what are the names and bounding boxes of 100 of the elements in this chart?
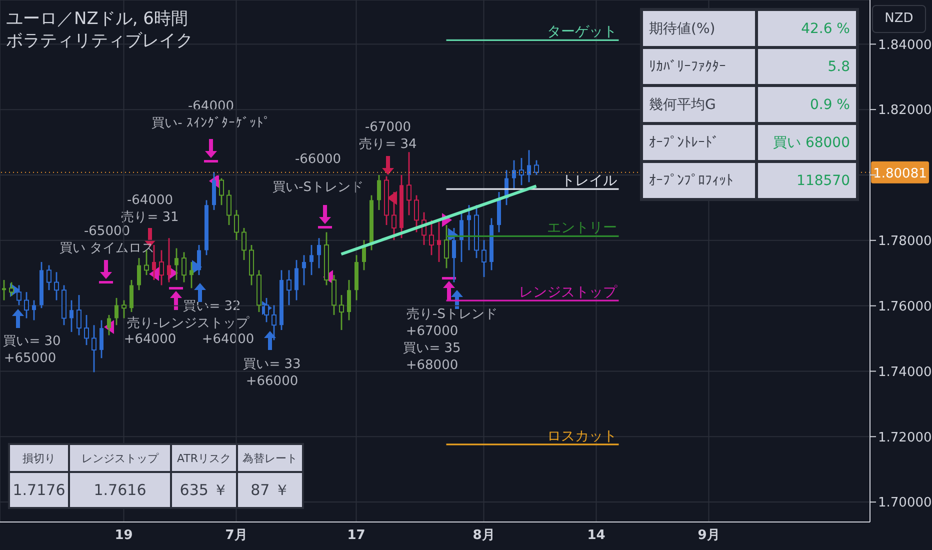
candlestick xyxy=(159,250,164,286)
annotation: ｵｰﾌﾟﾝﾌﾟﾛﾌｨｯﾄ xyxy=(643,163,755,198)
annotation: +68000 xyxy=(406,358,458,373)
candlestick xyxy=(114,297,118,326)
ref-line-label: ロスカット xyxy=(546,428,617,444)
annotation: ﾘｶﾊﾞﾘｰﾌｧｸﾀｰ xyxy=(643,49,755,84)
y-tick-label: 1.70000 xyxy=(878,496,932,511)
ref-line-label: トレイル xyxy=(560,173,617,190)
annotation: 売り= 31 xyxy=(121,210,179,225)
annotation: +65000 xyxy=(4,351,56,366)
y-tick-label: 1.76000 xyxy=(878,299,932,314)
candlestick xyxy=(272,304,276,341)
candlestick xyxy=(317,237,321,269)
candlestick xyxy=(130,279,134,313)
annotation: 5.8 xyxy=(758,49,856,84)
candlestick xyxy=(92,324,96,373)
candlestick xyxy=(310,244,314,276)
candlestick xyxy=(76,294,82,336)
annotation: 1.7176 xyxy=(10,473,68,507)
y-tick-label: 1.74000 xyxy=(878,364,932,380)
x-tick-label: 9月 xyxy=(698,528,720,544)
candlestick xyxy=(2,279,6,301)
annotation: 87 ￥ xyxy=(238,473,302,507)
candlestick xyxy=(452,227,456,283)
annotation: 買い= 30 xyxy=(3,334,61,349)
annotation: 買い 68000 xyxy=(758,125,856,160)
candlestick xyxy=(534,160,539,176)
ref-line-label: レンジストップ xyxy=(518,284,618,301)
candlestick xyxy=(347,279,351,321)
candlestick xyxy=(429,219,434,256)
candlestick xyxy=(467,204,471,251)
candlestick xyxy=(226,189,232,226)
text: ユーロ／NZドル, 6時間 xyxy=(6,8,189,30)
candlestick xyxy=(519,157,524,186)
annotation: 買い タイムロス xyxy=(59,241,155,256)
annotation: -66000 xyxy=(294,152,342,167)
annotation: +64000 xyxy=(202,332,254,347)
candlestick xyxy=(16,284,22,306)
candlestick xyxy=(24,291,29,319)
annotation: 売り= 34 xyxy=(359,137,417,152)
annotation: +64000 xyxy=(124,332,176,347)
candlestick xyxy=(286,269,292,306)
candlestick xyxy=(482,239,486,278)
candlestick xyxy=(219,178,224,206)
ref-line-label: 1.80081 xyxy=(873,166,927,182)
candlestick xyxy=(32,300,36,321)
candlestick xyxy=(377,174,381,211)
x-tick-label: 17 xyxy=(347,528,366,544)
annotation: 0.9 % xyxy=(758,87,856,122)
annotation: 為替レート xyxy=(238,445,302,471)
candlestick xyxy=(122,300,126,319)
text: ボラティリティブレイク xyxy=(6,30,193,52)
candlestick xyxy=(46,264,52,291)
candlestick xyxy=(392,191,396,241)
y-tick-label: 1.84000 xyxy=(878,38,932,53)
annotation: -64000 xyxy=(188,99,234,114)
candlestick xyxy=(107,314,111,336)
x-tick-label: 14 xyxy=(587,528,606,544)
x-tick-label: 7月 xyxy=(225,528,248,544)
candlestick xyxy=(182,251,186,283)
y-tick-label: 1.82000 xyxy=(878,103,932,118)
annotation: 買い= 33 xyxy=(243,357,301,372)
annotation: ｵｰﾌﾟﾝﾄﾚｰﾄﾞ xyxy=(643,125,755,160)
candlestick xyxy=(197,244,201,276)
annotation: -67000 xyxy=(364,120,412,135)
candlestick xyxy=(294,259,298,301)
annotation: レンジストップ xyxy=(70,445,170,471)
candlestick xyxy=(167,237,171,283)
candlestick xyxy=(137,257,141,291)
annotation: 売り-Sトレンド xyxy=(406,307,498,322)
annotation: 1.7616 xyxy=(70,473,170,507)
annotation: 損切り xyxy=(10,445,68,471)
candlestick xyxy=(414,194,419,233)
annotation: 期待値(%) xyxy=(643,11,755,46)
candlestick xyxy=(70,300,74,333)
candlestick xyxy=(242,227,246,261)
y-tick-label: 1.78000 xyxy=(878,234,932,250)
candlestick xyxy=(406,151,412,216)
annotation: 買い= 35 xyxy=(403,341,461,356)
annotation: -64000 xyxy=(126,193,174,208)
candlestick xyxy=(302,254,306,286)
candlestick xyxy=(460,212,464,263)
candlestick xyxy=(264,297,269,323)
annotation: ATRリスク xyxy=(172,445,236,471)
y-axis-title: NZD xyxy=(872,5,926,33)
candlestick xyxy=(444,224,449,269)
candlestick xyxy=(100,320,104,359)
candlestick xyxy=(174,248,178,281)
candlestick xyxy=(437,221,441,263)
x-tick-label: 19 xyxy=(114,528,133,544)
candlestick xyxy=(512,160,516,191)
candlestick xyxy=(339,294,344,331)
candlestick xyxy=(234,209,239,241)
annotation: 42.6 % xyxy=(758,11,856,46)
candlestick xyxy=(54,271,59,301)
y-tick-label: 1.72000 xyxy=(878,430,932,446)
annotation: 118570 xyxy=(758,163,856,198)
candlestick xyxy=(527,149,531,183)
annotation: -65000 xyxy=(84,224,130,239)
ref-line-label: エントリー xyxy=(546,220,617,236)
